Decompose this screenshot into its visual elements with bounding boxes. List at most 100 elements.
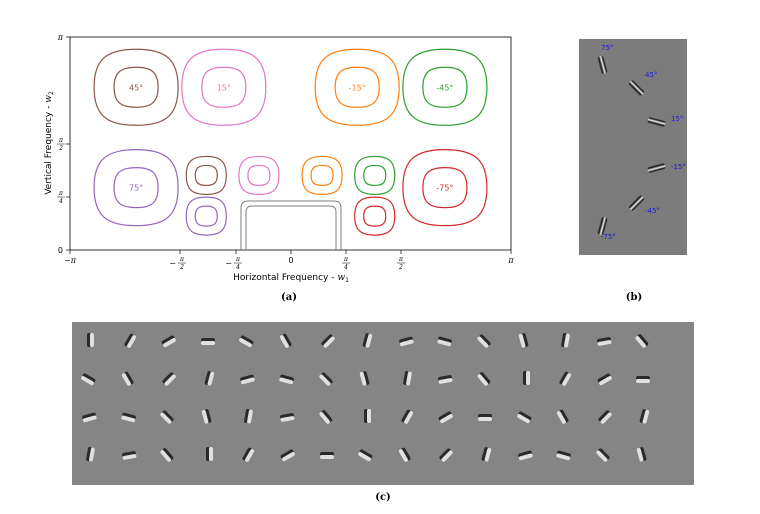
orientation-label: 15° [671, 115, 684, 123]
x-axis-label: Horizontal Frequency - w1 [233, 273, 349, 284]
learned-filter-patch [277, 406, 298, 427]
learned-filter-patch [314, 403, 339, 428]
y-tick-frac-num: π [58, 137, 64, 144]
learned-filter-patch [318, 445, 336, 463]
contour-orientation-label: 15° [217, 83, 231, 92]
learned-filter-patch [275, 328, 300, 353]
learned-filter-patch [634, 369, 652, 387]
learned-filter-patch [235, 328, 260, 353]
contour-3-outer [402, 48, 488, 126]
learned-filter-patch [591, 403, 616, 428]
learned-filter-patch [199, 331, 217, 349]
learned-filter-patch [552, 366, 577, 391]
learned-filter-patch [516, 369, 534, 387]
y-tick-frac-den: 2 [58, 145, 63, 152]
learned-filter-patch [199, 445, 217, 463]
contour-9-outer [354, 155, 396, 196]
orientation-label: 75° [601, 44, 614, 52]
learned-filter-patch [236, 367, 258, 389]
learned-filter-patch [435, 368, 456, 389]
gabor-filter-15 [646, 116, 667, 128]
contour-0-inner [113, 66, 159, 108]
x-tick-frac-den: 4 [343, 264, 348, 271]
learned-filter-patch [118, 405, 140, 427]
learned-filter-patch [632, 443, 654, 465]
learned-filter-patch [433, 441, 458, 466]
contour-layer [93, 48, 488, 236]
learned-filter-patch [433, 404, 458, 429]
y-tick-label: 0 [58, 246, 63, 255]
learned-filter-patch [591, 441, 616, 466]
contour-10-inner [194, 205, 218, 227]
learned-filter-patch [237, 406, 258, 427]
contour-5-inner [422, 167, 468, 209]
learned-filter-patch [592, 366, 617, 391]
learned-filter-patch [476, 407, 494, 425]
learned-filter-patch [77, 366, 102, 391]
learned-filter-patch [235, 442, 260, 467]
learned-filter-patch [512, 404, 537, 429]
contour-orientation-label: -75° [436, 184, 453, 193]
panel-a-chart: 45° 15° -15° -45° 75° -75° −π − π 2 − π 4 0 π… [44, 33, 514, 284]
x-tick-label: π [507, 256, 514, 265]
contour-3-inner [422, 66, 468, 108]
x-tick-frac-num: π [179, 256, 185, 263]
orientation-label: -75° [601, 233, 616, 241]
learned-filter-patch [116, 328, 141, 353]
contour-orientation-label: -15° [349, 83, 366, 92]
learned-filter-patch [394, 404, 419, 429]
x-tick-label: − [169, 259, 176, 268]
gabor-filter-neg15 [646, 162, 667, 174]
x-axis-ticks: −π − π 2 − π 4 0 π 4 π 2 π [64, 250, 514, 271]
learned-filter-patch [395, 329, 417, 351]
y-tick-label: π [57, 33, 64, 42]
learned-filter-patch [314, 327, 339, 352]
gabor-filter-45 [627, 79, 646, 97]
contour-2-outer [314, 48, 400, 126]
learned-filter-patch [355, 329, 377, 351]
contour-6-outer [185, 155, 227, 196]
learned-filter-patch [355, 367, 377, 389]
learned-filter-patch [155, 403, 180, 428]
learned-filter-patch [118, 444, 139, 465]
learned-filter-patch [434, 329, 456, 351]
panel-c-learned-filters [72, 322, 694, 485]
learned-filter-patch [514, 443, 536, 465]
caption-a: (a) [281, 292, 297, 303]
contour-11-outer [354, 196, 396, 236]
x-tick-frac-num: π [343, 256, 349, 263]
panel-b-filters: 75° 45° 15° -15° -45° -75° [579, 39, 687, 255]
learned-filter-patch [275, 442, 300, 467]
contour-11-inner [363, 205, 387, 227]
y-axis-ticks: 0 π 4 π 2 π [57, 33, 70, 255]
learned-filter-patch [631, 327, 656, 352]
contour-6-inner [194, 164, 218, 187]
contour-orientation-label: 75° [129, 184, 143, 193]
learned-filter-patch [155, 365, 180, 390]
learned-filter-patch [514, 329, 536, 351]
x-tick-frac-den: 2 [398, 264, 403, 271]
orientation-label: -45° [645, 207, 660, 215]
learned-filter-patch [553, 443, 575, 465]
learned-filter-patch [197, 367, 219, 389]
x-tick-label: − [225, 259, 232, 268]
learned-filter-patch [79, 444, 100, 465]
contour-4-inner [113, 167, 159, 209]
learned-filter-patch [552, 404, 577, 429]
gabor-filter-75 [596, 55, 609, 75]
learned-filter-patch [80, 331, 98, 349]
orientation-label: -15° [671, 163, 686, 171]
learned-filter-patch [354, 442, 379, 467]
contour-1-outer [181, 48, 267, 126]
x-tick-frac-den: 4 [235, 264, 240, 271]
contour-5-outer [402, 149, 488, 227]
learned-filter-patch [472, 327, 497, 352]
contour-9-inner [363, 164, 387, 187]
learned-filter-patch [276, 367, 298, 389]
lowpass-contour-outer [240, 200, 342, 250]
learned-filter-patch [357, 407, 375, 425]
learned-filter-patch [554, 330, 575, 351]
learned-filter-patch [593, 330, 614, 351]
x-tick-frac-num: π [398, 256, 404, 263]
learned-filter-patch [472, 365, 497, 390]
